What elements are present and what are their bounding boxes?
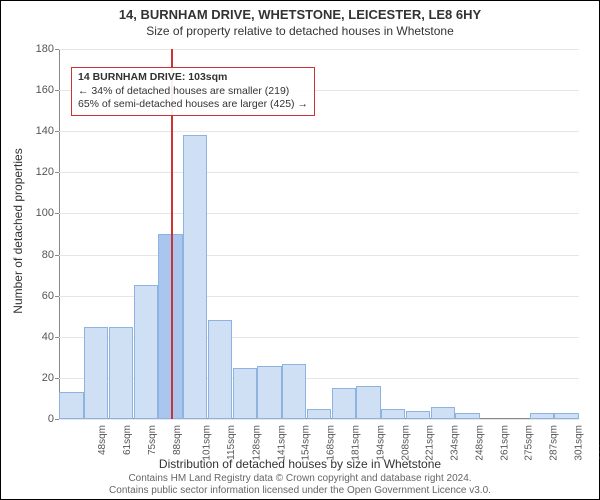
x-tick-label: 234sqm: [450, 425, 461, 461]
x-tick-label: 168sqm: [326, 425, 337, 461]
grid-line: [59, 49, 579, 50]
histogram-bar: [109, 327, 133, 420]
histogram-bar: [208, 320, 232, 419]
page-subtitle: Size of property relative to detached ho…: [1, 24, 599, 38]
y-tick-label: 60: [24, 290, 54, 302]
callout-line-larger: 65% of semi-detached houses are larger (…: [78, 98, 308, 112]
y-tick-label: 120: [24, 166, 54, 178]
grid-line: [59, 419, 579, 420]
y-tick-mark: [55, 337, 59, 338]
x-tick-label: 194sqm: [375, 425, 386, 461]
callout-title: 14 BURNHAM DRIVE: 103sqm: [78, 71, 308, 85]
histogram-bar: [59, 392, 83, 419]
x-tick-label: 221sqm: [425, 425, 436, 461]
histogram-bar: [183, 135, 207, 419]
histogram-bar: [554, 413, 578, 419]
y-tick-mark: [55, 296, 59, 297]
y-tick-mark: [55, 378, 59, 379]
y-tick-label: 180: [24, 43, 54, 55]
footer-line-1: Contains HM Land Registry data © Crown c…: [1, 473, 599, 485]
x-tick-label: 115sqm: [226, 425, 237, 460]
histogram-bar: [257, 366, 281, 419]
y-tick-label: 100: [24, 207, 54, 219]
y-tick-label: 80: [24, 249, 54, 261]
y-tick-label: 140: [24, 125, 54, 137]
x-tick-label: 75sqm: [147, 425, 158, 455]
callout-box: 14 BURNHAM DRIVE: 103sqm← 34% of detache…: [71, 67, 315, 116]
histogram-bar: [381, 409, 405, 419]
grid-line: [59, 131, 579, 132]
footer-line-2: Contains public sector information licen…: [1, 485, 599, 497]
grid-line: [59, 255, 579, 256]
y-tick-mark: [55, 255, 59, 256]
y-tick-label: 160: [24, 84, 54, 96]
page-title: 14, BURNHAM DRIVE, WHETSTONE, LEICESTER,…: [1, 7, 599, 22]
y-axis-label: Number of detached properties: [11, 148, 25, 313]
grid-line: [59, 172, 579, 173]
histogram-bar: [282, 364, 306, 420]
x-tick-label: 208sqm: [400, 425, 411, 461]
grid-line: [59, 213, 579, 214]
x-tick-label: 61sqm: [122, 425, 133, 455]
x-axis-label: Distribution of detached houses by size …: [1, 457, 599, 471]
histogram-bar: [84, 327, 108, 420]
footer-credits: Contains HM Land Registry data © Crown c…: [1, 473, 599, 497]
x-tick-label: 141sqm: [276, 425, 287, 461]
y-tick-label: 40: [24, 331, 54, 343]
y-tick-mark: [55, 131, 59, 132]
histogram-bar: [307, 409, 331, 419]
y-tick-label: 0: [24, 413, 54, 425]
y-tick-mark: [55, 90, 59, 91]
x-tick-label: 101sqm: [202, 425, 213, 461]
y-tick-mark: [55, 213, 59, 214]
histogram-bar: [233, 368, 257, 419]
x-tick-label: 154sqm: [301, 425, 312, 461]
x-tick-label: 248sqm: [474, 425, 485, 461]
x-tick-label: 48sqm: [97, 425, 108, 455]
x-tick-label: 261sqm: [499, 425, 510, 461]
x-tick-label: 128sqm: [252, 425, 263, 461]
x-tick-label: 287sqm: [549, 425, 560, 461]
histogram-bar: [455, 413, 479, 419]
histogram-bar: [431, 407, 455, 419]
x-tick-label: 181sqm: [351, 425, 362, 461]
y-tick-mark: [55, 49, 59, 50]
x-tick-label: 275sqm: [524, 425, 535, 461]
histogram-bar: [332, 388, 356, 419]
histogram-plot: 02040608010012014016018048sqm61sqm75sqm8…: [59, 49, 579, 419]
x-tick-label: 88sqm: [172, 425, 183, 455]
histogram-bar: [530, 413, 554, 419]
y-tick-label: 20: [24, 372, 54, 384]
y-tick-mark: [55, 172, 59, 173]
histogram-bar: [406, 411, 430, 419]
callout-line-smaller: ← 34% of detached houses are smaller (21…: [78, 85, 308, 99]
y-tick-mark: [55, 419, 59, 420]
histogram-bar: [134, 285, 158, 419]
histogram-bar: [356, 386, 380, 419]
y-axis-line: [59, 49, 60, 419]
x-tick-label: 301sqm: [573, 425, 584, 461]
